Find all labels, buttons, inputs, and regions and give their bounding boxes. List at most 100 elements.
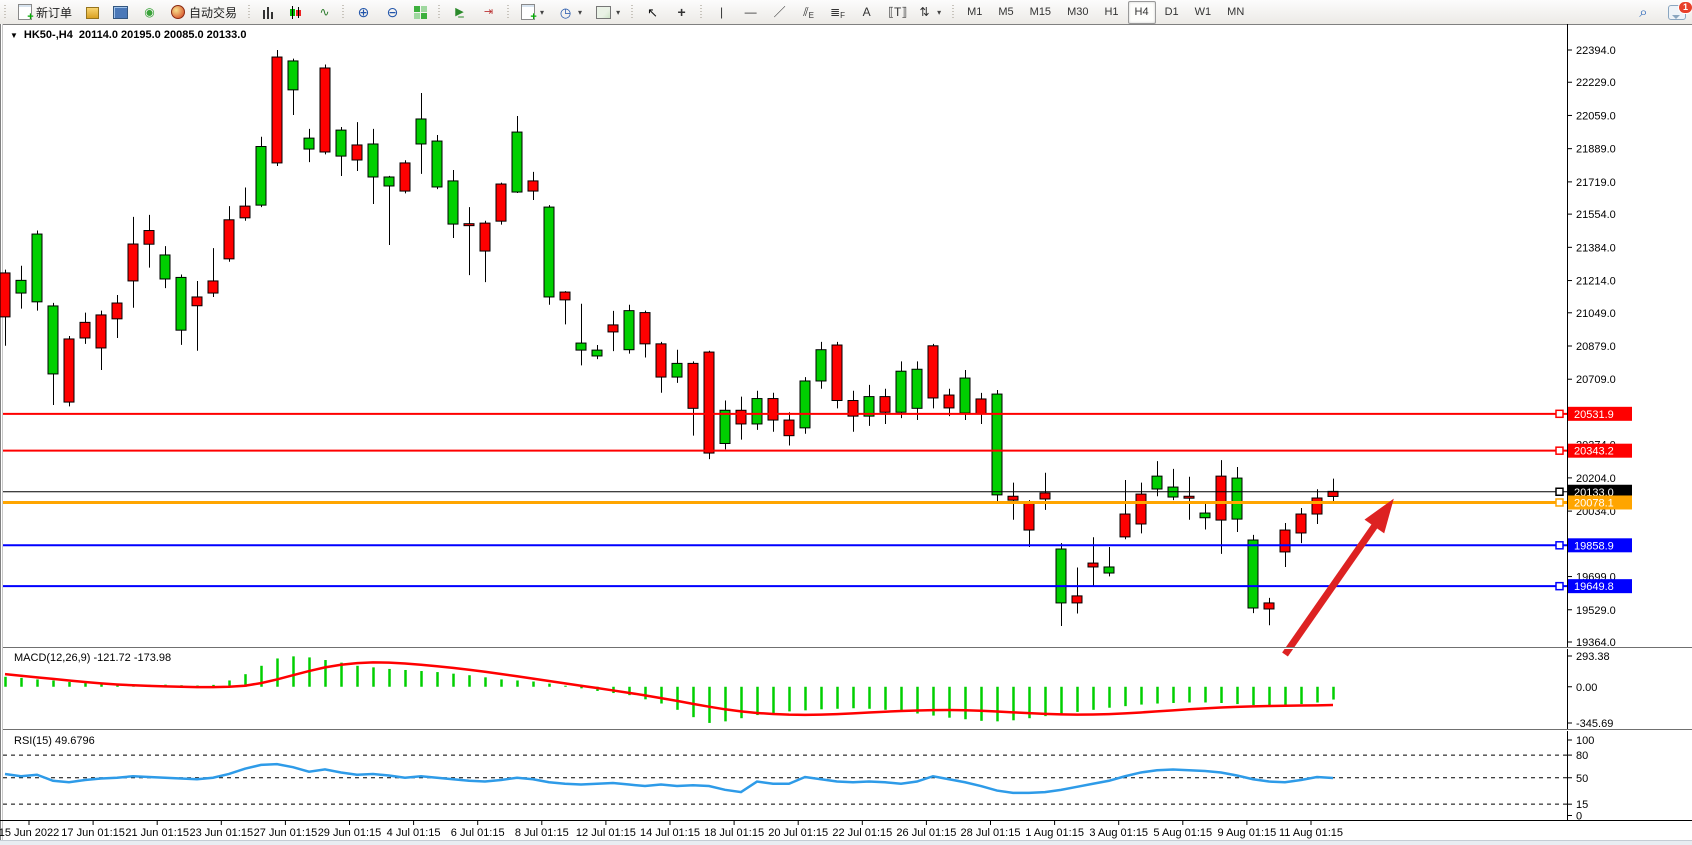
periods-button[interactable]: ◷ ▾: [559, 4, 583, 20]
bar-chart-mode-button[interactable]: [256, 1, 281, 24]
timeframe-group: M1 M5 M15 M30 H1 H4 D1 W1 MN: [959, 0, 1252, 24]
timeframe-button-m1[interactable]: M1: [967, 6, 983, 18]
auto-trading-icon: [171, 5, 186, 19]
time-label: 20 Jul 01:15: [768, 827, 828, 839]
timeframe-button-h4[interactable]: H4: [1127, 0, 1156, 24]
candle-38: [607, 324, 619, 333]
text-label-tool-button[interactable]: ⟦T⟧: [882, 1, 909, 24]
line-chart-icon: ∿: [319, 4, 330, 19]
candle-80: [1279, 529, 1291, 553]
clock-icon: ◷: [559, 4, 572, 20]
chart-symbol-period: HK50-,H4: [23, 29, 73, 41]
macd-signal-line: [4, 661, 1334, 717]
candle-40: [639, 312, 651, 345]
channel-icon: ⫽E: [803, 4, 814, 20]
auto-trading-button[interactable]: 自动交易: [165, 1, 243, 24]
rsi-label: RSI(15) 49.6796: [14, 735, 95, 747]
search-button[interactable]: ⌕: [1630, 1, 1657, 24]
svg-text:15: 15: [1576, 799, 1588, 811]
time-label: 22 Jul 01:15: [832, 827, 892, 839]
main-toolbar: + 新订单 ◉ 自动交易 ∿ ⊕ ⊖ ▶̲ ⇥ + ▾ ◷ ▾ ▾ ↖ + | — …: [0, 0, 1692, 25]
candle-3: [47, 305, 59, 375]
candle-54: [863, 396, 875, 417]
candle-65: [1039, 492, 1051, 500]
line-chart-mode-button[interactable]: ∿: [310, 1, 337, 24]
candle-2: [31, 233, 43, 303]
auto-scroll-button[interactable]: ▶̲: [446, 1, 473, 24]
candle-18: [287, 60, 299, 91]
fibonacci-icon: ≣F: [830, 4, 846, 20]
candle-39: [623, 310, 635, 351]
svg-text:20204.0: 20204.0: [1576, 473, 1616, 485]
candle-28: [447, 180, 459, 225]
candle-48: [767, 398, 779, 421]
hline-tool-button[interactable]: —: [737, 1, 764, 24]
new-order-icon: +: [18, 4, 34, 23]
timeframe-button-m30[interactable]: M30: [1067, 6, 1089, 18]
time-label: 9 Aug 01:15: [1218, 827, 1277, 839]
timeframe-button-mn[interactable]: MN: [1227, 6, 1245, 18]
candle-32: [511, 131, 523, 193]
toolbar-grip: [698, 4, 706, 20]
timeframe-button-w1[interactable]: W1: [1194, 6, 1212, 18]
zoom-out-button[interactable]: ⊖: [379, 1, 406, 24]
toolbar-grip: [950, 4, 958, 20]
candle-61: [975, 398, 987, 415]
timeframe-button-h1[interactable]: H1: [1104, 6, 1119, 18]
time-label: 18 Jul 01:15: [704, 827, 764, 839]
candle-79: [1263, 602, 1275, 610]
terminal-icon: [113, 6, 129, 19]
candle-67: [1071, 595, 1083, 604]
terminal-button[interactable]: [107, 1, 134, 24]
trendline-tool-button[interactable]: ／: [766, 1, 793, 24]
price-chart-canvas[interactable]: 22394.0 22229.0 22059.0 21889.0 21719.0 21554…: [0, 24, 1692, 845]
candle-74: [1183, 495, 1195, 499]
vline-tool-button[interactable]: |: [708, 1, 735, 24]
text-tool-button[interactable]: A: [853, 1, 880, 24]
tile-windows-button[interactable]: [408, 1, 433, 24]
candle-22: [351, 144, 363, 161]
candlestick-mode-button[interactable]: [283, 1, 308, 24]
notifications-button[interactable]: 1: [1668, 0, 1692, 20]
crosshair-tool-button[interactable]: +: [668, 1, 695, 24]
toolbar-grip: [246, 4, 254, 20]
candle-59: [943, 394, 955, 409]
cursor-icon: ↖: [647, 4, 659, 20]
zoom-in-button[interactable]: ⊕: [350, 1, 377, 24]
channel-tool-button[interactable]: ⫽E: [795, 1, 822, 24]
timeframe-button-d1[interactable]: D1: [1164, 6, 1179, 18]
fibonacci-tool-button[interactable]: ≣F: [824, 1, 851, 24]
candle-77: [1231, 477, 1243, 520]
candle-19: [303, 137, 315, 150]
chart-shift-button[interactable]: ⇥: [475, 1, 502, 24]
time-label: 4 Jul 01:15: [387, 827, 441, 839]
candle-10: [159, 254, 171, 280]
time-label: 14 Jul 01:15: [640, 827, 700, 839]
time-label: 6 Jul 01:15: [451, 827, 505, 839]
time-label: 29 Jun 01:15: [318, 827, 382, 839]
candle-5: [79, 321, 91, 339]
candle-35: [559, 291, 571, 301]
timeframe-button-m15[interactable]: M15: [1029, 6, 1052, 18]
chart-menu-icon[interactable]: ▼: [10, 30, 18, 40]
signal-icon: ◉: [144, 4, 155, 19]
indicators-button[interactable]: + ▾: [515, 1, 550, 24]
template-icon: [596, 6, 612, 19]
svg-text:20531.9: 20531.9: [1574, 409, 1614, 421]
templates-button[interactable]: ▾: [590, 1, 626, 24]
arrows-tool-button[interactable]: ⇅ ▾: [911, 1, 947, 24]
candle-52: [831, 344, 843, 402]
cursor-tool-button[interactable]: ↖: [639, 1, 666, 24]
candle-55: [879, 396, 891, 413]
new-order-button[interactable]: + 新订单: [12, 1, 78, 24]
signals-button[interactable]: ◉: [136, 1, 163, 24]
candle-0: [0, 272, 11, 318]
market-watch-button[interactable]: [80, 1, 105, 24]
candle-75: [1199, 512, 1211, 519]
svg-text:0.00: 0.00: [1576, 682, 1597, 694]
toolbar-grip: [436, 4, 444, 20]
timeframe-button-m5[interactable]: M5: [998, 6, 1014, 18]
time-label: 1 Aug 01:15: [1025, 827, 1084, 839]
time-label: 23 Jun 01:15: [189, 827, 253, 839]
svg-text:21049.0: 21049.0: [1576, 308, 1616, 320]
